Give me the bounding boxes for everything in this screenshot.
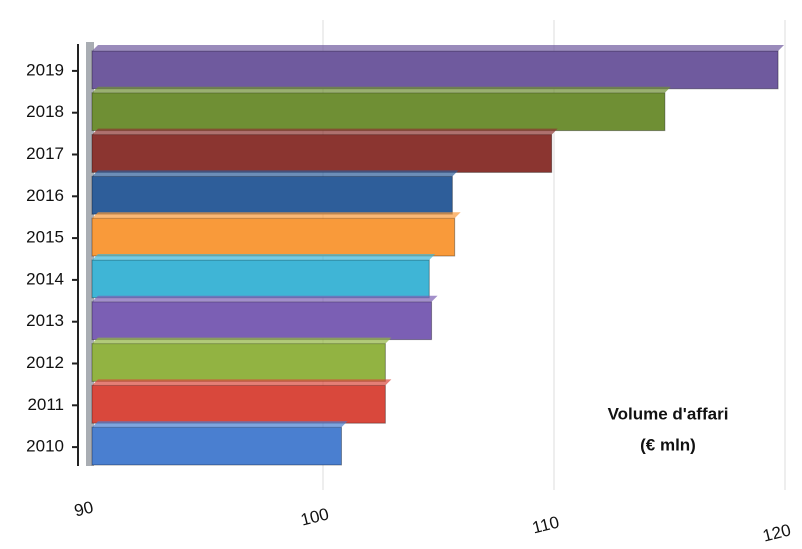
annotation: Volume d'affari (608, 404, 729, 423)
bar-top (92, 212, 461, 219)
annotation: (€ mln) (640, 435, 696, 454)
x-tick-label: 90 (72, 498, 95, 521)
bar (91, 259, 430, 299)
bar (91, 92, 666, 132)
y-tick-label: 2012 (26, 353, 64, 372)
bar (91, 384, 386, 424)
bar-top (92, 170, 459, 177)
bar (91, 343, 386, 382)
bar (91, 217, 456, 257)
bar-top (92, 379, 392, 386)
bar-top (92, 254, 436, 260)
y-tick-label: 2015 (26, 228, 64, 247)
bar (91, 175, 453, 215)
x-tick-label: 100 (299, 504, 331, 529)
x-tick-label: 120 (761, 520, 793, 545)
y-tick-label: 2010 (26, 437, 64, 456)
bar-top (92, 128, 558, 135)
y-tick-label: 2011 (27, 395, 64, 414)
bar-top (92, 421, 348, 428)
bar-top (92, 86, 671, 93)
bar (91, 50, 779, 90)
bar (91, 301, 433, 341)
y-tick-label: 2016 (26, 186, 64, 205)
y-tick-label: 2013 (26, 311, 64, 330)
y-tick-label: 2014 (26, 269, 64, 288)
bar-top (92, 295, 438, 302)
bar (91, 426, 342, 466)
x-tick-label: 110 (530, 513, 561, 538)
plot: 90 100 110 120 2019 2018 2017 2016 2015 2014 2013 2… (26, 20, 793, 546)
bar-top (92, 337, 392, 344)
axis-wall (86, 42, 94, 466)
bar-top (92, 45, 785, 51)
y-tick-label: 2019 (26, 60, 64, 79)
bar (91, 134, 553, 173)
y-tick-label: 2017 (26, 144, 64, 163)
y-tick-label: 2018 (26, 102, 64, 121)
